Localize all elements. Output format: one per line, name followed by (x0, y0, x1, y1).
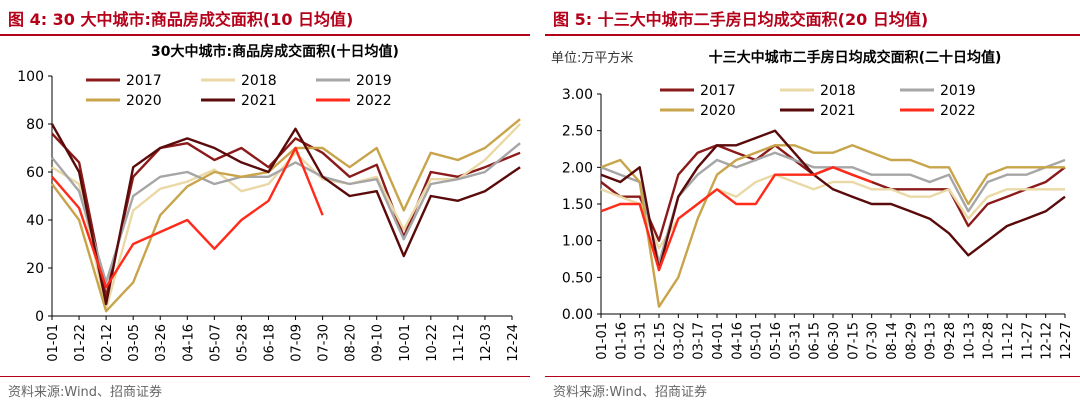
x-tick-label: 12-12 (1040, 322, 1055, 360)
y-tick-label: 20 (26, 261, 44, 277)
x-tick-label: 10-22 (425, 324, 440, 362)
y-tick-label: 3.00 (562, 87, 593, 103)
x-tick-label: 03-02 (672, 322, 687, 360)
x-tick-label: 04-01 (711, 322, 726, 360)
legend-label-2019: 2019 (356, 73, 392, 89)
figure-5-panel: 图 5: 十三大中城市二手房日均成交面积(20 日均值) 十三大中城市二手房日均… (545, 0, 1080, 410)
x-tick-label: 12-24 (506, 324, 521, 362)
figure-5-chart: 十三大中城市二手房日均成交面积(二十日均值) 单位:万平方米 0.00 0.50 1.0… (551, 49, 1074, 360)
figure-4-source: 资料来源:Wind、招商证券 (8, 385, 163, 400)
legend-label-2021: 2021 (241, 93, 277, 109)
y-tick-label: 80 (26, 117, 44, 133)
x-tick-label: 01-01 (595, 322, 610, 360)
legend-label-2018: 2018 (241, 73, 277, 89)
x-tick-label: 12-03 (479, 324, 494, 362)
x-tick-label: 06-18 (262, 324, 277, 362)
x-tick-label: 10-28 (982, 322, 997, 360)
x-tick-label: 09-13 (924, 322, 939, 360)
x-tick-label: 01-31 (634, 322, 649, 360)
x-tick-label: 11-12 (452, 324, 467, 362)
x-tick-label: 01-22 (73, 324, 88, 362)
y-tick-label: 2.50 (562, 124, 593, 140)
y-tick-label: 0 (35, 309, 44, 325)
series-line-2020 (51, 118, 521, 313)
legend-label-2018: 2018 (820, 83, 856, 99)
y-tick-label: 100 (17, 69, 44, 85)
x-tick-label: 07-15 (846, 322, 861, 360)
x-tick-label: 09-10 (371, 324, 386, 362)
series-line-2021 (600, 129, 1066, 272)
legend-label-2017: 2017 (126, 73, 162, 89)
legend-label-2022: 2022 (940, 103, 976, 119)
y-tick-label: 0.00 (562, 307, 593, 323)
x-tick-label: 06-30 (827, 322, 842, 360)
y-tick-label: 1.50 (562, 197, 593, 213)
x-tick-label: 04-16 (730, 322, 745, 360)
y-tick-label: 0.50 (562, 270, 593, 286)
chart-title: 十三大中城市二手房日均成交面积(二十日均值) (709, 49, 1002, 66)
series-line-2022 (600, 166, 873, 272)
x-tick-label: 05-28 (235, 324, 250, 362)
x-tick-label: 08-20 (344, 324, 359, 362)
x-tick-label: 03-26 (154, 324, 169, 362)
x-tick-label: 05-31 (788, 322, 803, 360)
legend-label-2019: 2019 (940, 83, 976, 99)
unit-label: 单位:万平方米 (551, 50, 633, 66)
series-line-2019 (51, 142, 521, 284)
y-tick-label: 60 (26, 165, 44, 181)
y-tick-label: 2.00 (562, 160, 593, 176)
x-tick-label: 07-30 (866, 322, 881, 360)
x-tick-label: 05-16 (769, 322, 784, 360)
figure-5-top-rule (545, 34, 1080, 36)
x-tick-label: 05-01 (750, 322, 765, 360)
series-line-2018 (51, 123, 521, 310)
figure-4-title: 图 4: 30 大中城市:商品房成交面积(10 日均值) (8, 10, 354, 29)
x-tick-label: 08-14 (885, 322, 900, 360)
x-tick-label: 01-16 (614, 322, 629, 360)
x-tick-label: 10-01 (398, 324, 413, 362)
legend-label-2021: 2021 (820, 103, 856, 119)
chart-title: 30大中城市:商品房成交面积(十日均值) (151, 43, 399, 60)
x-tick-label: 08-29 (904, 322, 919, 360)
figure-5-bottom-rule (545, 376, 1080, 377)
x-tick-label: 03-05 (127, 324, 142, 362)
x-tick-label: 09-28 (943, 322, 958, 360)
x-tick-label: 07-30 (317, 324, 332, 362)
y-tick-label: 1.00 (562, 234, 593, 250)
legend-label-2017: 2017 (700, 83, 736, 99)
series-line-2020 (600, 144, 1065, 308)
x-tick-label: 06-15 (808, 322, 823, 360)
legend-label-2022: 2022 (356, 93, 392, 109)
figure-5-source: 资料来源:Wind、招商证券 (553, 385, 708, 400)
figure-4-bottom-rule (0, 376, 530, 377)
series-line-2021 (50, 123, 521, 306)
x-tick-label: 10-13 (962, 322, 977, 360)
legend-label-2020: 2020 (126, 93, 162, 109)
x-tick-label: 05-07 (208, 324, 223, 362)
x-tick-label: 07-09 (290, 324, 305, 362)
x-tick-label: 01-01 (46, 324, 61, 362)
legend-label-2020: 2020 (700, 103, 736, 119)
y-tick-label: 40 (26, 213, 44, 229)
x-tick-label: 11-12 (1001, 322, 1016, 360)
x-tick-label: 12-27 (1059, 322, 1074, 360)
figure-4-chart: 30大中城市:商品房成交面积(十日均值) 0 20 40 60 80 100 01-01 01-… (17, 43, 521, 362)
x-tick-label: 02-12 (100, 324, 115, 362)
x-tick-label: 02-15 (653, 322, 668, 360)
figure-4-panel: 图 4: 30 大中城市:商品房成交面积(10 日均值) 30大中城市:商品房成… (0, 0, 530, 410)
x-tick-label: 11-27 (1020, 322, 1035, 360)
series-line-2017 (51, 132, 521, 298)
x-tick-label: 03-17 (692, 322, 707, 360)
series-line-2022 (51, 146, 324, 289)
figure-5-title: 图 5: 十三大中城市二手房日均成交面积(20 日均值) (553, 10, 929, 29)
figure-4-top-rule (0, 34, 530, 36)
x-tick-label: 04-16 (181, 324, 196, 362)
series-line-2019 (600, 151, 1066, 264)
